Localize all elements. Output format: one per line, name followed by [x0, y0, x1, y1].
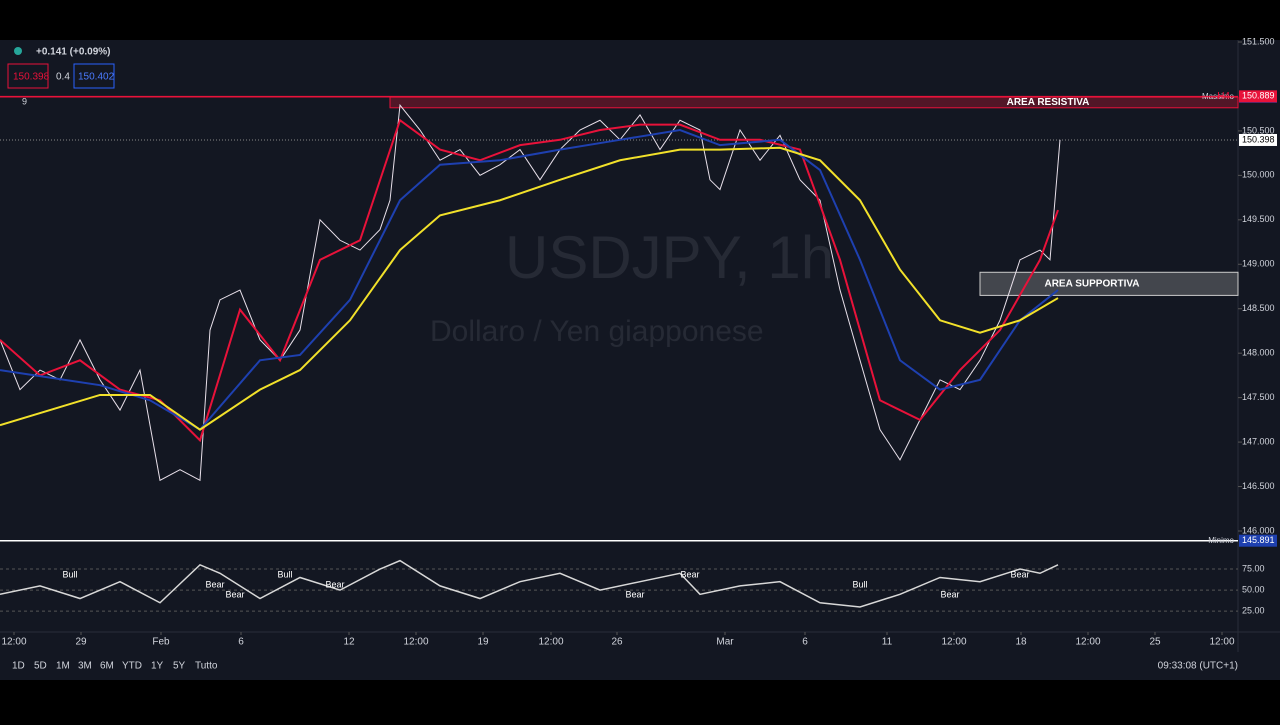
- x-tick-label: 12:00: [1209, 637, 1234, 648]
- x-tick-label: 25: [1149, 637, 1161, 648]
- x-tick-label: 11: [882, 637, 893, 648]
- osc-tick-label: 25.00: [1242, 606, 1265, 616]
- watermark-symbol: USDJPY, 1h: [505, 224, 834, 291]
- h4-price-label: 150.889: [1242, 91, 1275, 101]
- x-tick-label: 18: [1015, 637, 1027, 648]
- status-dot: [14, 47, 22, 55]
- osc-tick-label: 75.00: [1242, 563, 1265, 573]
- y-tick-label: 150.500: [1242, 125, 1275, 135]
- series-line: [0, 103, 1061, 482]
- range-button[interactable]: 5Y: [173, 661, 186, 672]
- osc-label: Bull: [277, 569, 292, 579]
- zone-label: AREA RESISTIVA: [1007, 97, 1090, 108]
- x-tick-label: 26: [611, 637, 623, 648]
- x-tick-label: Feb: [152, 637, 170, 648]
- buy-button[interactable]: [73, 63, 115, 89]
- zone: [389, 96, 1239, 109]
- y-tick-label: 151.500: [1242, 36, 1275, 46]
- y-tick-label: 148.500: [1242, 303, 1275, 313]
- bid[interactable]: 150.398: [13, 72, 50, 83]
- y-tick-label: 146.000: [1242, 525, 1275, 535]
- range-button[interactable]: Tutto: [195, 661, 218, 672]
- last-price-tag: [1239, 133, 1277, 146]
- series-line: [0, 118, 1059, 443]
- x-tick-label: Mar: [716, 637, 734, 648]
- range-button[interactable]: 1M: [56, 661, 70, 672]
- price-tag-label: 145.891: [1242, 535, 1275, 545]
- clock: 09:33:08 (UTC+1): [1158, 661, 1238, 672]
- range-button[interactable]: 6M: [100, 661, 114, 672]
- y-tick-label: 149.500: [1242, 214, 1275, 224]
- spread: 0.4: [56, 72, 70, 83]
- zone-label: AREA SUPPORTIVA: [1044, 278, 1139, 289]
- osc-label: Bear: [680, 569, 699, 579]
- x-tick-label: 12:00: [403, 637, 428, 648]
- watermark-description: Dollaro / Yen giapponese: [430, 315, 764, 348]
- change: +0.141 (+0.09%): [36, 47, 111, 58]
- x-tick-label: 12:00: [1, 637, 26, 648]
- osc-label: Bear: [940, 589, 959, 599]
- y-tick-label: 148.000: [1242, 348, 1275, 358]
- x-tick-label: 6: [238, 637, 244, 648]
- h4-price-tag: [1239, 90, 1277, 103]
- osc-label: Bull: [852, 579, 867, 589]
- osc-label: Bear: [205, 579, 224, 589]
- range-button[interactable]: 1Y: [151, 661, 164, 672]
- range-button[interactable]: 5D: [34, 661, 47, 672]
- series-line: [0, 146, 1059, 431]
- osc-tick-label: 50.00: [1242, 584, 1265, 594]
- osc-label: Bear: [225, 589, 244, 599]
- osc-label: Bear: [325, 579, 344, 589]
- x-tick-label: 12:00: [1075, 637, 1100, 648]
- last-price-label: 150.398: [1242, 134, 1275, 144]
- range-button[interactable]: 1D: [12, 661, 25, 672]
- x-tick-label: 19: [477, 637, 489, 648]
- x-tick-label: 6: [802, 637, 808, 648]
- range-button[interactable]: YTD: [122, 661, 142, 672]
- range-button[interactable]: 3M: [78, 661, 92, 672]
- osc-label: Bear: [1010, 569, 1029, 579]
- ask[interactable]: 150.402: [78, 72, 115, 83]
- y-tick-label: 147.000: [1242, 436, 1275, 446]
- indicator-count[interactable]: 9: [22, 96, 27, 106]
- h4-tag: H4: [1217, 91, 1230, 102]
- oscillator-line: [0, 559, 1059, 608]
- level-label: Minimo: [1208, 536, 1234, 545]
- x-tick-label: 12:00: [538, 637, 563, 648]
- y-tick-label: 150.000: [1242, 170, 1275, 180]
- sell-button[interactable]: [7, 63, 49, 89]
- x-tick-label: 12:00: [941, 637, 966, 648]
- osc-label: Bull: [62, 569, 77, 579]
- osc-label: Bear: [625, 589, 644, 599]
- background: [0, 40, 1280, 680]
- price-tag: [1239, 534, 1277, 547]
- y-tick-label: 146.500: [1242, 481, 1275, 491]
- series-line: [0, 128, 1059, 431]
- zone: [979, 271, 1239, 296]
- x-tick-label: 12: [343, 637, 355, 648]
- y-tick-label: 147.500: [1242, 392, 1275, 402]
- y-tick-label: 149.000: [1242, 259, 1275, 269]
- x-tick-label: 29: [75, 637, 87, 648]
